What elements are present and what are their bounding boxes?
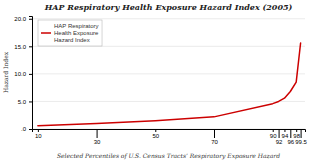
tick: 50 xyxy=(152,129,159,139)
legend-frame xyxy=(38,20,102,46)
tick-mark xyxy=(273,129,274,132)
tick-mark xyxy=(29,129,32,130)
tick-mark xyxy=(284,129,285,132)
grid-line xyxy=(32,101,305,102)
grid-line xyxy=(32,73,305,74)
tick-mark xyxy=(29,19,32,20)
tick-mark xyxy=(296,129,297,132)
axis-line xyxy=(33,130,306,133)
tick: 98 xyxy=(293,129,300,139)
tick: 15.0 xyxy=(14,44,32,50)
grid xyxy=(32,19,305,129)
tick-mark xyxy=(214,129,215,138)
tick-label: 10 xyxy=(35,133,42,139)
tick: 30 xyxy=(94,129,101,145)
title: HAP Respiratory Health Exposure Hazard I… xyxy=(44,2,293,12)
tick: 20.0 xyxy=(14,16,32,22)
tick-label: 30 xyxy=(94,139,101,145)
plot-area xyxy=(38,43,301,126)
tick-label: 20.0 xyxy=(14,16,26,22)
legend-label: HAP RespiratoryHealth ExposureHazard Ind… xyxy=(54,23,99,43)
y-axis: .0 5.0 10.0 15.0 20.0 xyxy=(14,16,32,132)
tick: 70 xyxy=(211,129,218,145)
tick-label: 50 xyxy=(152,133,159,139)
tick-label: 98 xyxy=(293,133,300,139)
tick-mark xyxy=(97,129,98,138)
tick-mark xyxy=(29,74,32,75)
tick: 10.0 xyxy=(14,71,32,77)
tick-label: 15.0 xyxy=(14,44,26,50)
tick-mark xyxy=(290,129,291,138)
tick-label: 96 xyxy=(287,139,294,145)
tick-mark xyxy=(38,129,39,132)
legend-item: HAP RespiratoryHealth ExposureHazard Ind… xyxy=(41,23,99,43)
tick-label: 70 xyxy=(211,139,218,145)
grid-line xyxy=(32,18,305,19)
tick: 94 xyxy=(282,129,289,139)
tick-label: 94 xyxy=(282,133,289,139)
tick-mark xyxy=(155,129,156,132)
x-axis: 10 30 50 70 909294969899.5 xyxy=(33,129,308,145)
axis-line xyxy=(29,17,33,130)
tick-mark xyxy=(279,129,280,138)
line xyxy=(38,43,301,126)
legend-swatch xyxy=(41,32,51,34)
tick-mark xyxy=(301,129,302,138)
tick: 99.5 xyxy=(295,129,307,145)
tick-mark xyxy=(29,101,32,102)
chart: .0 5.0 10.0 15.0 20.0 10 30 50 70 909294969899.5 H… xyxy=(0,0,313,161)
tick: 10 xyxy=(35,129,42,139)
tick-label: 92 xyxy=(276,139,283,145)
tick-label: 10.0 xyxy=(14,71,26,77)
tick: .0 xyxy=(21,126,32,132)
tick-label: .0 xyxy=(21,126,27,132)
legend: HAP RespiratoryHealth ExposureHazard Ind… xyxy=(38,20,102,46)
tick-label: 90 xyxy=(270,133,277,139)
x-axis-title: Selected Percentiles of U.S. Census Trac… xyxy=(57,152,280,160)
tick-label: 99.5 xyxy=(295,139,307,145)
tick: 5.0 xyxy=(18,99,32,105)
tick: 90 xyxy=(270,129,277,139)
tick-label: 5.0 xyxy=(18,99,27,105)
y-axis-title: Hazard Index xyxy=(2,51,9,93)
tick-mark xyxy=(29,46,32,47)
